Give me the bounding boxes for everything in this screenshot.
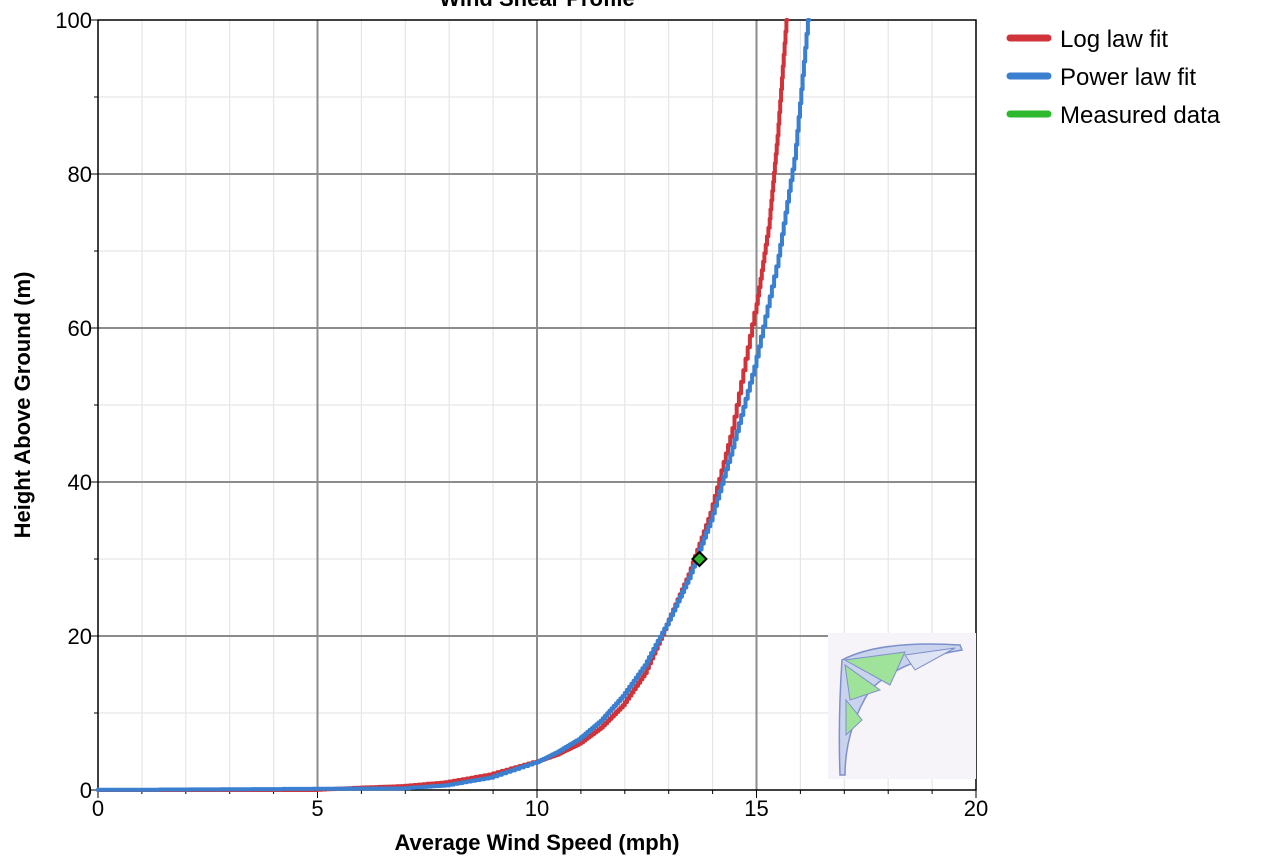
measured-data-point [691,550,708,568]
y-tick-label: 60 [68,316,92,341]
x-tick-label: 20 [964,796,988,821]
y-axis-title: Height Above Ground (m) [10,272,35,539]
y-tick-label: 40 [68,470,92,495]
log-law-fit-line [96,18,790,792]
x-tick-label: 15 [744,796,768,821]
x-tick-label: 0 [92,796,104,821]
y-tick-label: 100 [55,8,92,33]
x-axis-title: Average Wind Speed (mph) [394,830,679,855]
logo-image [828,633,976,779]
y-tick-label: 0 [80,778,92,803]
legend-label: Power law fit [1060,64,1196,91]
chart-title: Wind Shear Profile [439,0,634,11]
series-layer [96,18,812,792]
legend-label: Log law fit [1060,26,1168,53]
x-tick-label: 5 [311,796,323,821]
y-tick-label: 80 [68,162,92,187]
y-tick-label: 20 [68,624,92,649]
x-tick-label: 10 [525,796,549,821]
x-tick-labels: 0 5 10 15 20 [92,796,988,821]
power-law-fit-line [96,18,812,792]
legend: Log law fit Power law fit Measured data [1006,26,1221,129]
y-tick-labels: 0 20 40 60 80 100 [55,8,92,803]
legend-label: Measured data [1060,102,1221,129]
